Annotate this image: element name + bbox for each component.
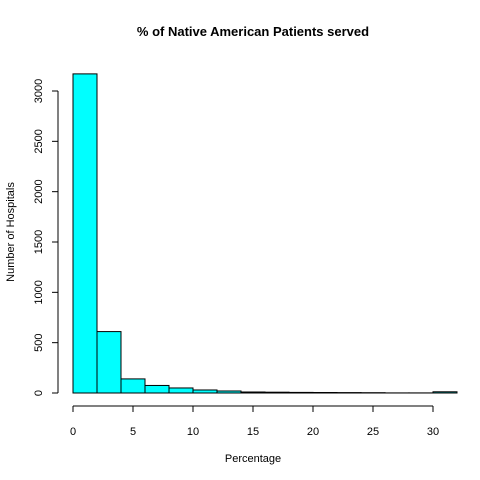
y-tick-label: 1000 xyxy=(33,280,45,304)
y-tick-label: 2500 xyxy=(33,129,45,153)
histogram-bar xyxy=(216,390,242,394)
histogram-bar xyxy=(168,387,194,394)
x-tick-label: 30 xyxy=(427,426,439,438)
histogram-bar xyxy=(144,384,170,394)
histogram-bar xyxy=(192,389,218,394)
histogram-bar xyxy=(72,73,98,394)
y-tick-label: 0 xyxy=(33,390,45,396)
y-tick-label: 2000 xyxy=(33,179,45,203)
y-axis: 0 500 1000 1500 2000 2500 3000 xyxy=(33,79,59,396)
y-tick-label: 3000 xyxy=(33,79,45,103)
histogram-bar xyxy=(240,391,266,394)
x-tick-label: 25 xyxy=(367,426,379,438)
x-tick-label: 10 xyxy=(187,426,199,438)
histogram-bar xyxy=(96,331,122,394)
x-axis-label: Percentage xyxy=(225,453,281,465)
y-axis-label: Number of Hospitals xyxy=(5,182,17,282)
histogram-bar xyxy=(432,391,458,394)
histogram-bar xyxy=(288,391,314,394)
x-axis: 0 5 10 15 20 25 30 xyxy=(70,405,439,438)
histogram-bar xyxy=(120,378,146,394)
y-tick-label: 500 xyxy=(33,333,45,351)
x-tick-label: 5 xyxy=(130,426,136,438)
bars-group xyxy=(72,73,458,394)
x-tick-label: 15 xyxy=(247,426,259,438)
y-tick-label: 1500 xyxy=(33,230,45,254)
chart-title: % of Native American Patients served xyxy=(137,24,369,39)
x-tick-label: 0 xyxy=(70,426,76,438)
histogram-bar xyxy=(312,391,338,394)
x-tick-label: 20 xyxy=(307,426,319,438)
histogram-bar xyxy=(264,391,290,394)
